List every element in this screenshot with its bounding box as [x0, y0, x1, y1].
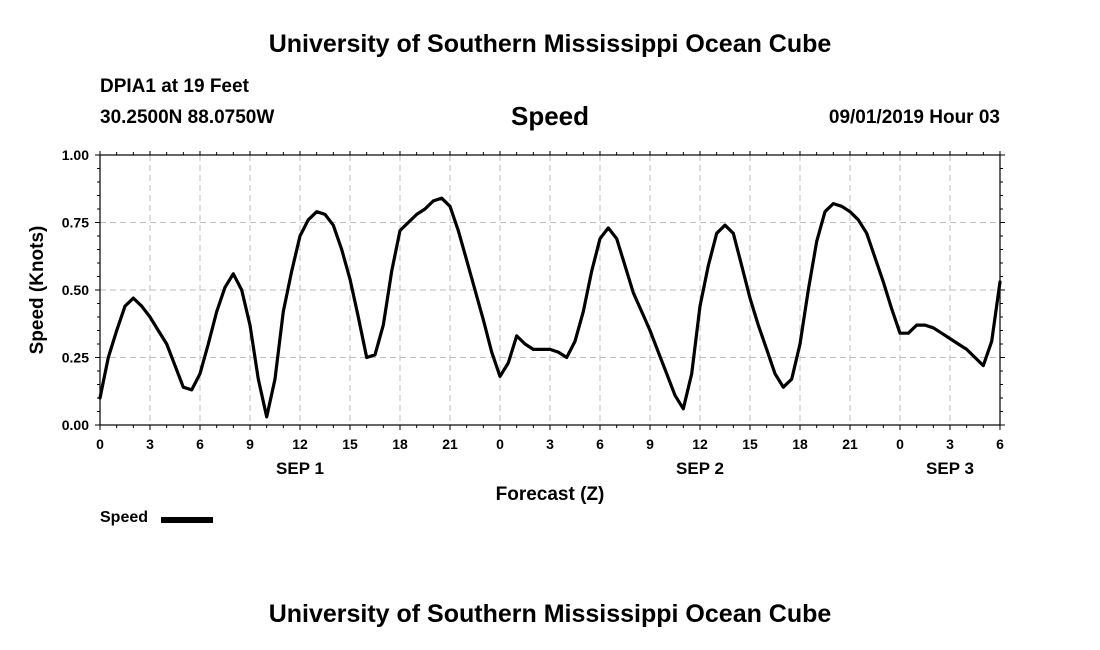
x-tick-label: 0: [896, 436, 904, 452]
axis-ticks: [95, 151, 1005, 430]
station-label: DPIA1 at 19 Feet: [100, 76, 249, 97]
x-tick-label: 6: [196, 436, 204, 452]
coordinates-label: 30.2500N 88.0750W: [100, 107, 275, 128]
x-tick-label: 3: [546, 436, 554, 452]
x-tick-label: 12: [692, 436, 708, 452]
y-tick-label: 0.50: [62, 282, 89, 298]
day-label: SEP 3: [926, 459, 974, 478]
page-title: University of Southern Mississippi Ocean…: [268, 30, 832, 58]
x-tick-label: 6: [996, 436, 1004, 452]
x-tick-label: 6: [596, 436, 604, 452]
x-tick-label: 21: [442, 436, 458, 452]
y-tick-label: 0.75: [62, 215, 89, 231]
x-tick-label: 9: [246, 436, 254, 452]
x-tick-label: 18: [392, 436, 408, 452]
x-tick-label: 15: [342, 436, 358, 452]
x-tick-label: 3: [946, 436, 954, 452]
legend-label: Speed: [100, 509, 149, 526]
speed-series-line: [98, 196, 1002, 419]
forecast-datetime: 09/01/2019 Hour 03: [828, 107, 1000, 128]
x-tick-label: 18: [792, 436, 808, 452]
legend-swatch: [161, 517, 213, 523]
chart-title: Speed: [510, 101, 590, 131]
axis-tick-labels: 0 3 6 9 12 15 18 21 0 3 6 9 12 15 18 21 0 3 6 0.00 0.25 0.50 0…: [62, 147, 1004, 478]
x-tick-label: 3: [146, 436, 154, 452]
day-label: SEP 1: [276, 459, 324, 478]
y-tick-label: 0.25: [62, 350, 89, 366]
x-tick-label: 12: [292, 436, 308, 452]
y-tick-label: 1.00: [62, 147, 89, 163]
footer-title: University of Southern Mississippi Ocean…: [268, 600, 832, 628]
day-label: SEP 2: [676, 459, 724, 478]
chart-grid: [100, 155, 1000, 425]
y-tick-label: 0.00: [62, 417, 89, 433]
x-tick-label: 0: [496, 436, 504, 452]
x-tick-label: 9: [646, 436, 654, 452]
y-axis-label: Speed (Knots): [27, 226, 48, 355]
x-tick-label: 21: [842, 436, 858, 452]
x-tick-label: 0: [96, 436, 104, 452]
x-axis-label: Forecast (Z): [496, 484, 605, 505]
x-tick-label: 15: [742, 436, 758, 452]
